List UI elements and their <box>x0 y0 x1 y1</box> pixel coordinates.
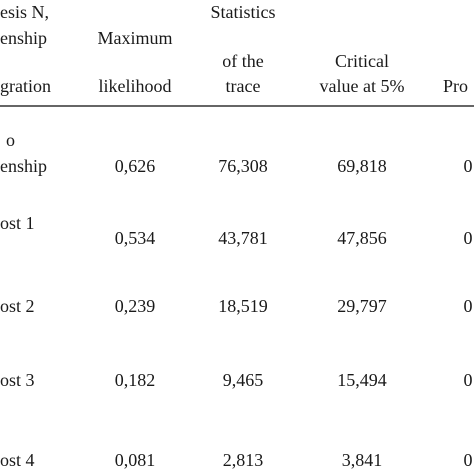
header-text: value at 5% <box>320 76 405 96</box>
cell: 0,534 <box>115 228 156 248</box>
cell: 0 <box>464 450 473 470</box>
row-label: ost 1 <box>0 213 35 233</box>
cell: 47,856 <box>337 228 387 248</box>
cell: 69,818 <box>337 156 387 176</box>
header-text: of the <box>222 51 263 71</box>
cell: 43,781 <box>218 228 268 248</box>
header-text: esis N, <box>0 2 49 22</box>
header-text: Critical <box>335 51 389 71</box>
cell: 0,182 <box>115 370 156 390</box>
cell: 29,797 <box>337 296 387 316</box>
cell: 0 <box>464 370 473 390</box>
cell: 0 <box>464 296 473 316</box>
cell: 0,626 <box>115 156 156 176</box>
row-label: ost 2 <box>0 296 35 316</box>
row-label: o <box>6 130 15 150</box>
header-text: enship <box>0 28 47 48</box>
cell: 9,465 <box>223 370 264 390</box>
cell: 18,519 <box>218 296 268 316</box>
cell: 0,239 <box>115 296 156 316</box>
cell: 3,841 <box>342 450 383 470</box>
cell: 15,494 <box>337 370 387 390</box>
header-text: gration <box>0 76 51 96</box>
cell: 2,813 <box>223 450 264 470</box>
header-text: Maximum <box>98 28 173 48</box>
row-label: ost 3 <box>0 370 35 390</box>
cell: 76,308 <box>218 156 268 176</box>
row-label: ost 4 <box>0 450 35 470</box>
header-text: trace <box>226 76 261 96</box>
header-text: Statistics <box>210 2 275 22</box>
cell: 0 <box>464 228 473 248</box>
row-label: enship <box>0 156 47 176</box>
cell: 0 <box>464 156 473 176</box>
cell: 0,081 <box>115 450 156 470</box>
header-text: likelihood <box>99 76 172 96</box>
header-text: Pro <box>443 76 468 96</box>
